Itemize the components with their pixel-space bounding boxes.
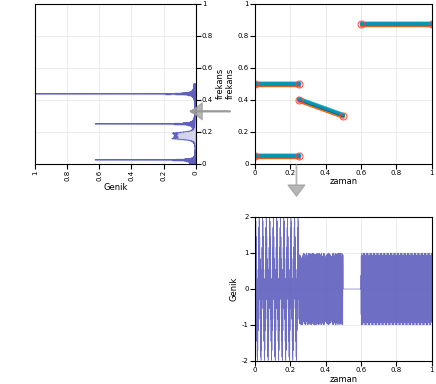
X-axis label: zaman: zaman: [329, 375, 357, 384]
X-axis label: zaman: zaman: [329, 177, 357, 187]
X-axis label: Genik: Genik: [103, 183, 127, 192]
Y-axis label: Genik: Genik: [230, 277, 239, 301]
FancyArrowPatch shape: [191, 103, 228, 120]
Y-axis label: frekans: frekans: [225, 68, 235, 99]
Y-axis label: frekans: frekans: [216, 68, 225, 99]
FancyArrowPatch shape: [288, 165, 305, 196]
